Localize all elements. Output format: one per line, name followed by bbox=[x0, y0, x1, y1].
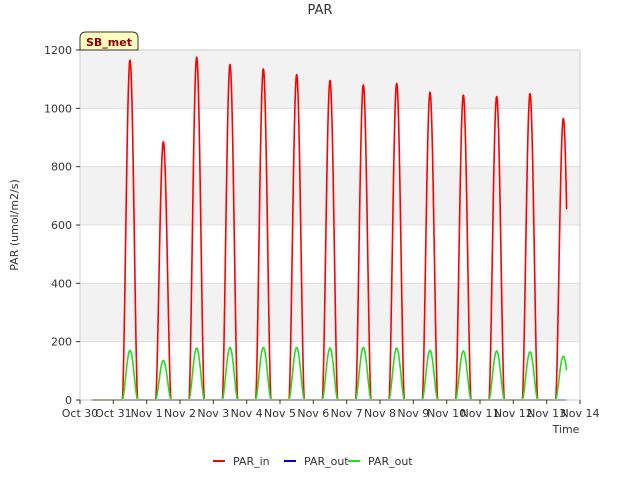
y-tick-label: 1200 bbox=[44, 44, 72, 57]
y-tick-label: 0 bbox=[65, 394, 72, 407]
y-tick-label: 400 bbox=[51, 277, 72, 290]
x-tick-label: Nov 10 bbox=[427, 407, 466, 420]
background-band bbox=[80, 283, 580, 342]
background-band bbox=[80, 166, 580, 225]
y-tick-label: 1000 bbox=[44, 102, 72, 115]
x-tick-label: Nov 6 bbox=[297, 407, 329, 420]
legend-label: PAR_out bbox=[304, 455, 349, 468]
y-tick-label: 200 bbox=[51, 336, 72, 349]
x-tick-label: Nov 8 bbox=[364, 407, 396, 420]
y-tick-label: 600 bbox=[51, 219, 72, 232]
x-tick-label: Nov 9 bbox=[397, 407, 429, 420]
y-axis-ticks: 0 200 400 600 800 1000 1200 bbox=[44, 44, 80, 407]
x-tick-label: Nov 5 bbox=[264, 407, 296, 420]
site-label-background bbox=[79, 31, 139, 51]
x-tick-label: Oct 30 bbox=[62, 407, 99, 420]
series-line-2 bbox=[91, 346, 568, 401]
site-label: SB_met bbox=[86, 36, 132, 49]
legend: PAR_in PAR_out PAR_out bbox=[213, 455, 413, 468]
background-band bbox=[80, 50, 580, 109]
chart-title: PAR bbox=[308, 3, 333, 18]
y-tick-label: 800 bbox=[51, 161, 72, 174]
x-tick-label: Nov 1 bbox=[131, 407, 163, 420]
plot-background-bands bbox=[80, 50, 580, 342]
x-tick-label: Nov 4 bbox=[231, 407, 263, 420]
x-tick-label: Nov 11 bbox=[461, 407, 500, 420]
y-axis-label: PAR (umol/m2/s) bbox=[8, 179, 21, 271]
x-tick-label: Oct 31 bbox=[95, 407, 132, 420]
site-label-box: SB_met bbox=[79, 31, 139, 51]
legend-label: PAR_in bbox=[233, 455, 270, 468]
x-tick-label: Nov 14 bbox=[561, 407, 600, 420]
x-tick-label: Nov 12 bbox=[494, 407, 533, 420]
legend-label: PAR_out bbox=[368, 455, 413, 468]
x-tick-label: Nov 3 bbox=[197, 407, 229, 420]
x-tick-label: Nov 13 bbox=[527, 407, 566, 420]
x-tick-label: Nov 2 bbox=[164, 407, 196, 420]
x-axis-label: Time bbox=[552, 423, 580, 436]
x-tick-label: Nov 7 bbox=[331, 407, 363, 420]
